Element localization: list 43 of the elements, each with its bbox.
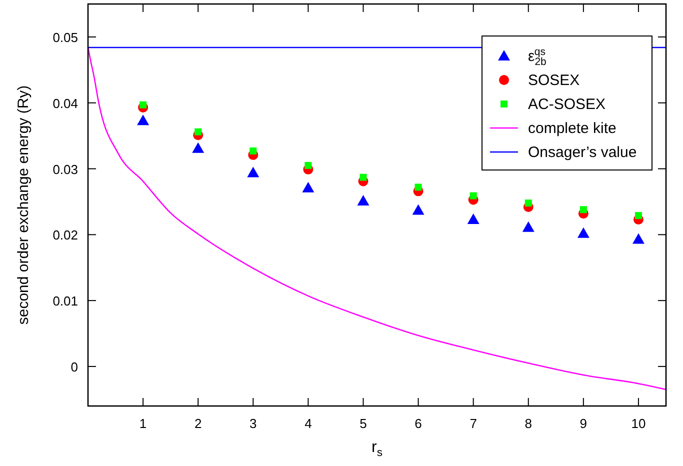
x-tick-label: 1 <box>139 416 147 431</box>
x-tick-label: 5 <box>360 416 367 431</box>
legend-label: SOSEX <box>528 72 580 89</box>
y-axis-title: second order exchange energy (Ry) <box>15 85 32 325</box>
y-tick-label: 0.03 <box>52 162 78 177</box>
point <box>304 162 312 169</box>
x-tick-label: 10 <box>631 416 646 431</box>
point <box>634 212 642 220</box>
line-series <box>87 46 667 390</box>
point <box>192 142 204 153</box>
point <box>302 182 314 192</box>
point <box>524 200 532 207</box>
point <box>414 184 422 191</box>
point <box>412 204 424 215</box>
point <box>580 206 587 214</box>
point <box>357 195 370 206</box>
x-tick-label: 8 <box>524 416 532 431</box>
point <box>247 166 260 178</box>
point <box>250 147 257 154</box>
x-tick-label: 4 <box>304 416 312 431</box>
legend-label: AC-SOSEX <box>528 96 606 113</box>
point <box>467 214 480 224</box>
y-tick-label: 0 <box>70 359 78 374</box>
point <box>632 233 644 244</box>
x-tick-label: 6 <box>414 416 422 431</box>
point <box>140 101 147 108</box>
y-tick-label: 0.02 <box>52 228 78 243</box>
legend-label: complete kite <box>528 120 616 137</box>
legend-label: Onsager’s value <box>528 144 637 161</box>
point <box>360 174 367 181</box>
point <box>577 227 590 238</box>
point <box>522 221 534 232</box>
x-tick-label: 3 <box>250 416 257 431</box>
x-tick-label: 2 <box>194 416 202 431</box>
x-tick-label: 7 <box>470 416 477 431</box>
y-tick-label: 0.01 <box>52 294 78 309</box>
point <box>194 128 202 136</box>
point <box>470 192 477 200</box>
x-tick-label: 9 <box>580 416 588 431</box>
point <box>137 114 150 126</box>
y-tick-label: 0.05 <box>52 30 78 45</box>
y-tick-label: 0.04 <box>52 96 78 111</box>
x-axis-title: r$_{s}$ <box>372 439 383 459</box>
